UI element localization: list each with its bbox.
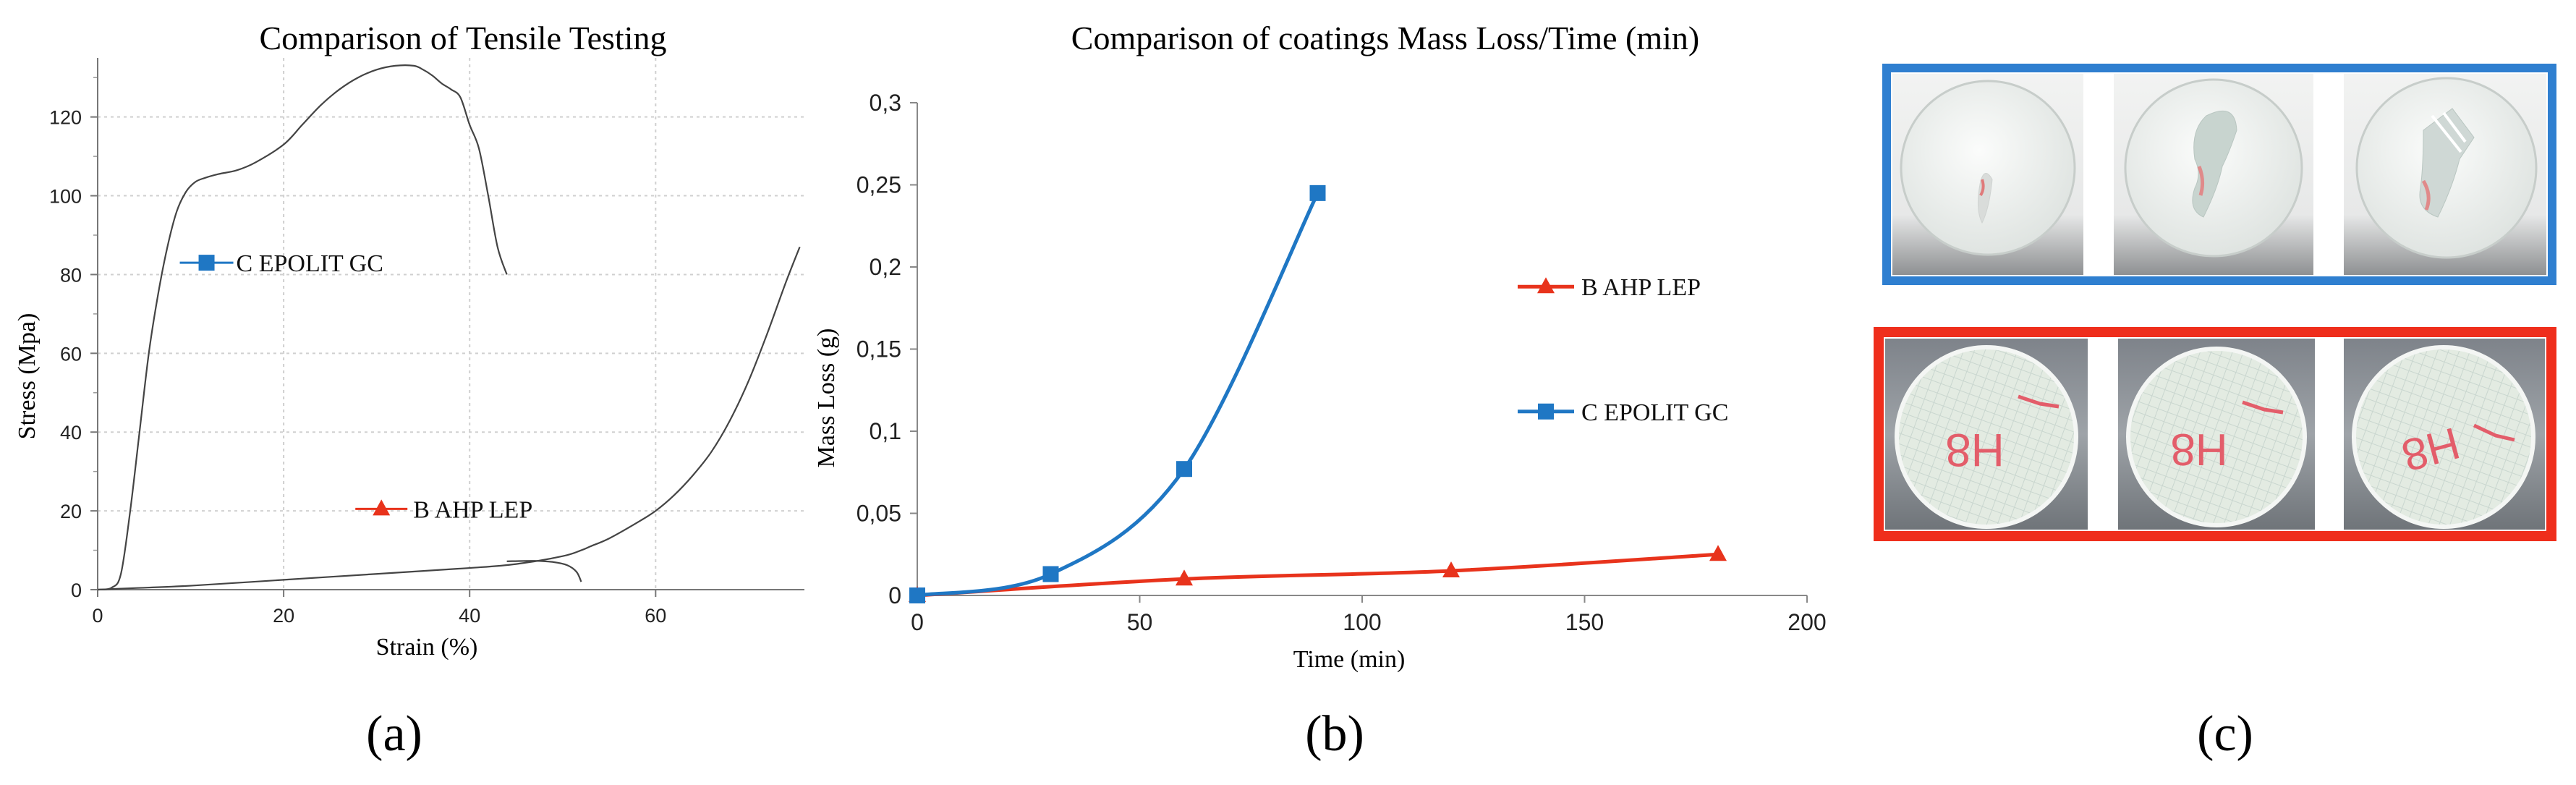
chart-b-title: Comparison of coatings Mass Loss/Time (m… [1071,20,1699,56]
chart-b-point-0-3 [1709,545,1727,561]
chart-a-grid [98,58,804,590]
chart-b-massloss: Comparison of coatings Mass Loss/Time (m… [813,20,1827,673]
chart-a-series-line-2 [506,560,582,582]
chart-b-xtick-label: 100 [1343,609,1381,635]
chart-a-ytick-label: 0 [71,580,82,601]
chart-b-axes [910,102,1808,603]
chart-a-ytick-label: 120 [49,107,82,129]
chart-b-ytick-label: 0,25 [856,172,901,198]
chart-b-point-1-2 [1176,461,1192,478]
chart-a-series-line-1 [97,246,801,591]
chart-a-series [97,64,801,591]
chart-b-xtick-label: 0 [911,609,924,635]
chart-a-ticks: 0 20 40 60 80 100 120 0 20 40 60 [49,107,666,627]
chart-b-xtick-label: 200 [1788,609,1826,635]
chart-b-ytick-label: 0 [888,582,901,608]
chart-b-xtick-label: 150 [1565,609,1604,635]
chart-b-series-line-1 [917,192,1319,598]
chart-a-legend-label-epolit: C EPOLIT GC [237,250,383,277]
chart-a-axes [90,58,804,597]
chart-b-xlabel: Time (min) [1293,646,1406,673]
photo-top-2 [2114,74,2313,275]
chart-a-ytick-label: 40 [60,422,82,444]
chart-b-legend-label-1: C EPOLIT GC [1581,399,1728,426]
chart-a-legend-marker-epolit [198,255,215,271]
chart-b-ylabel: Mass Loss (g) [813,328,840,468]
chart-a-ytick-label: 80 [60,264,82,286]
chart-b-ytick-label: 0,2 [870,254,901,280]
panel-label-b: (b) [1305,706,1364,762]
chart-a-series-line-0 [97,64,508,591]
chart-a-xtick-label: 0 [92,605,103,627]
chart-b-legend-label-0: B AHP LEP [1581,274,1701,301]
chart-a-ylabel: Stress (Mpa) [14,313,41,440]
photo-bottom-1: H8 [1885,339,2088,530]
chart-a-ytick-label: 20 [60,501,82,522]
chart-a-legend-label-ahp: B AHP LEP [413,496,532,523]
photo-bottom-3: H8 [2344,339,2545,530]
chart-b-legend: B AHP LEP C EPOLIT GC [1518,274,1728,426]
chart-b-point-1-1 [1042,566,1059,582]
chart-a-xtick-label: 40 [459,605,480,627]
chart-a-xtick-label: 20 [273,605,294,627]
chart-a-xlabel: Strain (%) [376,634,478,661]
chart-b-point-1-3 [1309,184,1326,201]
chart-b-ytick-label: 0,15 [856,336,901,362]
panel-c-photos: H8 H8 H8 [1874,64,2556,541]
chart-a-legend: C EPOLIT GC B AHP LEP [179,250,532,523]
chart-b-point-0-1 [1176,569,1193,586]
chart-a-ytick-label: 60 [60,343,82,365]
chart-a-legend-marker-ahp [373,499,391,516]
chart-b-legend-marker-1 [1538,403,1554,420]
chart-b-ytick-label: 0,05 [856,501,901,527]
panel-label-a: (a) [366,706,422,762]
chart-b-point-1-0 [909,587,925,603]
chart-b-point-0-2 [1442,561,1460,577]
chart-b-series-line-0 [917,552,1719,598]
sample-marking-2: H8 [2170,424,2227,474]
chart-a-tensile: Comparison of Tensile Testing 0 20 40 60 80 1… [14,20,804,661]
chart-b-ytick-label: 0,1 [870,418,901,444]
chart-a-xtick-label: 60 [645,605,666,627]
chart-a-ytick-label: 100 [49,186,82,208]
chart-b-ticks: 0 0,05 0,1 0,15 0,2 0,25 0,3 0 50 100 150 200 [856,90,1827,635]
chart-b-legend-marker-0 [1537,277,1555,294]
panel-label-c: (c) [2197,706,2253,762]
chart-b-ytick-label: 0,3 [870,90,901,116]
photo-bottom-2: H8 [2118,339,2315,530]
photo-top-1 [1892,74,2083,275]
photo-top-3 [2344,74,2546,275]
chart-b-series [909,184,1727,603]
chart-a-title: Comparison of Tensile Testing [260,20,667,56]
chart-b-xtick-label: 50 [1127,609,1153,635]
sample-marking-1: H8 [1945,424,2005,476]
